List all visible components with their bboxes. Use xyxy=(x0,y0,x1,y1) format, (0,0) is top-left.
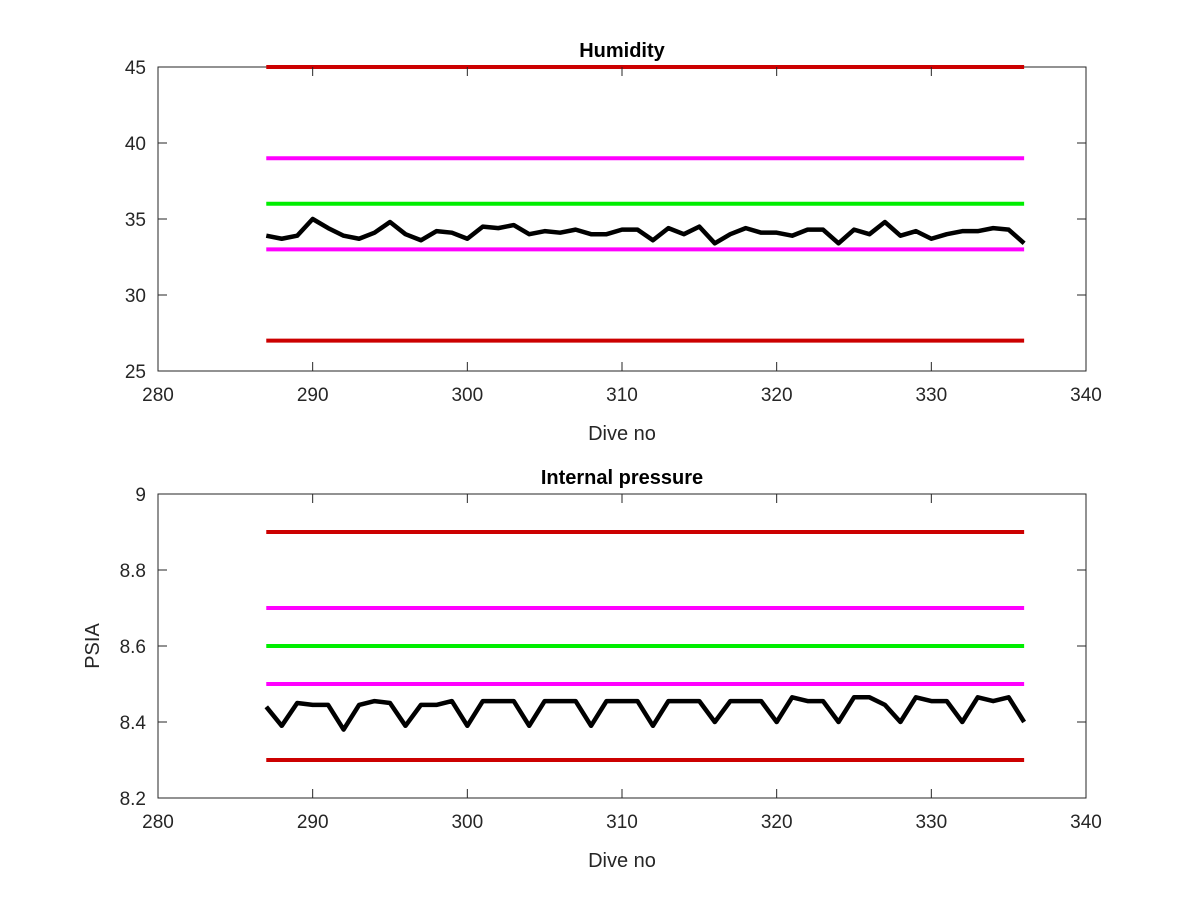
internal-pressure-y-tick-label-1: 8.4 xyxy=(120,713,147,734)
humidity-series-5-data-line xyxy=(265,216,1026,246)
internal-pressure-series-5-data-line xyxy=(264,695,1027,732)
humidity-y-tick-label-3: 40 xyxy=(125,134,146,155)
internal-pressure-x-tick-label-0: 280 xyxy=(142,812,174,833)
humidity-ticks-layer: 280 290 300 310 320 330 340 25 30 35 40 45 xyxy=(125,58,1102,406)
internal-pressure-ticks-layer: 280 290 300 310 320 330 340 8.2 8.4 8.6 8.8 9 xyxy=(120,485,1102,833)
internal-pressure-x-tick-label-1: 290 xyxy=(297,812,329,833)
internal-pressure-chart-title: Internal pressure xyxy=(541,467,703,489)
internal-pressure-x-axis-label: Dive no xyxy=(588,850,656,872)
humidity-x-tick-label-4: 320 xyxy=(761,385,793,406)
humidity-y-tick-label-0: 25 xyxy=(125,362,146,383)
humidity-x-axis-label: Dive no xyxy=(588,423,656,445)
humidity-x-tick-label-2: 300 xyxy=(451,385,483,406)
humidity-x-tick-label-0: 280 xyxy=(142,385,174,406)
internal-pressure-y-axis-label: PSIA xyxy=(82,623,104,669)
internal-pressure-x-tick-label-3: 310 xyxy=(606,812,638,833)
humidity-y-tick-label-2: 35 xyxy=(125,210,146,231)
humidity-y-tick-label-1: 30 xyxy=(125,286,146,307)
internal-pressure-x-tick-label-5: 330 xyxy=(915,812,947,833)
internal-pressure-x-tick-label-6: 340 xyxy=(1070,812,1102,833)
humidity-x-tick-label-1: 290 xyxy=(297,385,329,406)
internal-pressure-series-layer xyxy=(264,530,1027,762)
humidity-chart-title: Humidity xyxy=(579,40,665,62)
humidity-chart: 280 290 300 310 320 330 340 25 30 35 40 45 Humidity… xyxy=(125,40,1102,445)
humidity-series-layer xyxy=(265,65,1026,343)
internal-pressure-chart: 280 290 300 310 320 330 340 8.2 8.4 8.6 8.8 9 Inter… xyxy=(82,467,1102,872)
humidity-axes-box xyxy=(157,66,1087,372)
internal-pressure-x-tick-label-4: 320 xyxy=(761,812,793,833)
internal-pressure-y-tick-label-3: 8.8 xyxy=(120,561,146,582)
internal-pressure-y-tick-label-0: 8.2 xyxy=(120,789,146,810)
humidity-x-tick-label-5: 330 xyxy=(915,385,947,406)
internal-pressure-x-tick-label-2: 300 xyxy=(451,812,483,833)
humidity-x-tick-label-6: 340 xyxy=(1070,385,1102,406)
humidity-x-tick-label-3: 310 xyxy=(606,385,638,406)
internal-pressure-y-tick-label-4: 9 xyxy=(135,485,146,506)
internal-pressure-y-tick-label-2: 8.6 xyxy=(120,637,146,658)
humidity-y-tick-label-4: 45 xyxy=(125,58,146,79)
